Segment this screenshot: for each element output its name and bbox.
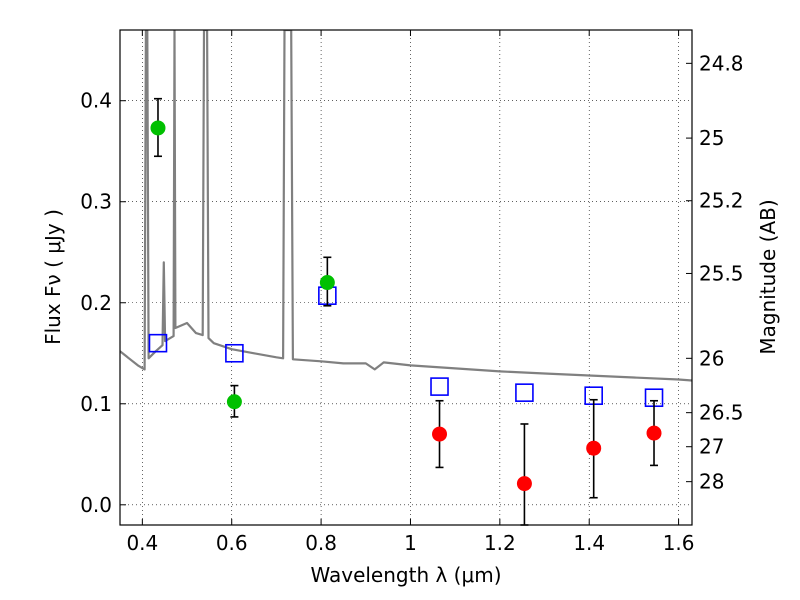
- y-axis-label: Flux Fν ( μJy ): [41, 209, 65, 345]
- flux-point: [646, 425, 662, 441]
- right-tick-label: 25.2: [699, 189, 744, 213]
- y-tick-label: 0.4: [80, 89, 112, 113]
- flux-point: [150, 120, 166, 136]
- right-axis-label: Magnitude (AB): [756, 199, 780, 354]
- right-tick-label: 27: [699, 435, 724, 459]
- axis-ticks: 0.4 0.6 0.8 1 1.2 1.4 1.6 0.0 0.1 0.2 0.3 0.4 24.8 25…: [80, 30, 744, 555]
- y-tick-label: 0.1: [80, 392, 112, 416]
- x-tick-label: 1: [404, 531, 417, 555]
- spectrum-line: [120, 30, 692, 382]
- y-tick-label: 0.0: [80, 493, 112, 517]
- flux-point: [516, 476, 532, 492]
- x-tick-label: 1.2: [484, 531, 516, 555]
- grid: [120, 30, 692, 525]
- y-tick-label: 0.3: [80, 190, 112, 214]
- x-tick-label: 0.4: [126, 531, 158, 555]
- plot-frame: [119, 29, 693, 526]
- x-tick-label: 1.4: [573, 531, 605, 555]
- right-tick-label: 28: [699, 470, 724, 494]
- y-tick-label: 0.2: [80, 291, 112, 315]
- data-markers: [148, 97, 664, 526]
- flux-point: [319, 275, 335, 291]
- model-spectrum: [120, 30, 692, 382]
- x-tick-label: 0.6: [216, 531, 248, 555]
- flux-point: [586, 440, 602, 456]
- right-tick-label: 24.8: [699, 51, 744, 75]
- right-tick-label: 25: [699, 126, 724, 150]
- model-photometry-point: [225, 343, 244, 363]
- right-tick-label: 26: [699, 346, 724, 370]
- model-photometry-point: [515, 383, 534, 402]
- model-photometry-point: [430, 377, 449, 396]
- right-tick-label: 25.5: [699, 261, 744, 285]
- x-tick-label: 0.8: [305, 531, 337, 555]
- x-tick-label: 1.6: [663, 531, 695, 555]
- model-photometry-point: [148, 333, 168, 353]
- x-axis-label: Wavelength λ (μm): [310, 563, 501, 587]
- flux-point: [432, 426, 448, 442]
- right-tick-label: 26.5: [699, 401, 744, 425]
- flux-point: [226, 394, 242, 410]
